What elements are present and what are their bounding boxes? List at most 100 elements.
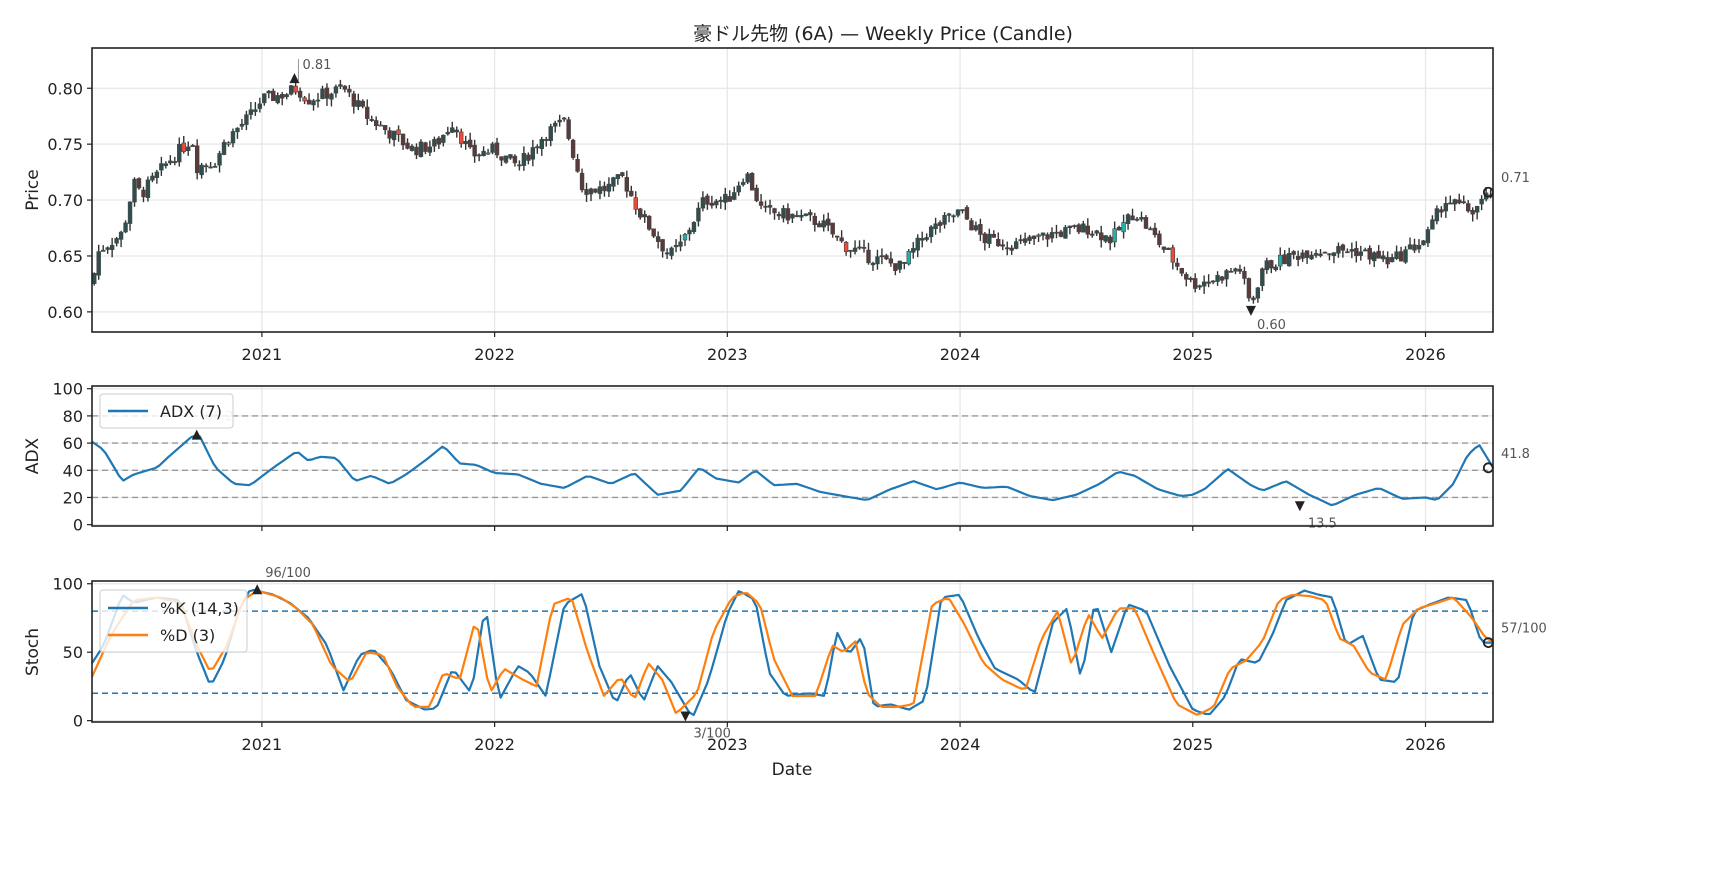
candle-body [1430,219,1435,230]
candle-body [638,208,643,218]
candle-body [1152,227,1158,236]
candle-body [168,160,173,164]
candle-body [1215,275,1220,282]
candle-body [1143,217,1149,229]
candle-body [745,173,750,183]
stoch-lines [90,588,1494,716]
candle-body [758,201,764,206]
candle-body [436,137,442,145]
candle-body [186,146,191,151]
candle-body [942,215,947,225]
candle-body [982,233,988,244]
candle-body [973,225,979,231]
candle-body [467,139,473,148]
candle-body [1063,227,1068,239]
candle-body [718,199,724,202]
candle-body [373,120,379,126]
last-annotation-label: 57/100 [1501,622,1547,637]
candle-body [293,85,298,93]
candle-body [333,86,339,94]
candle-body [969,220,974,231]
candle-body [588,188,594,195]
candle-body [1018,239,1023,242]
max-marker-triangle-icon [289,73,300,84]
max-annotation-bg [261,564,314,581]
y-tick-label: 50 [63,643,83,662]
candle-body [852,247,858,252]
candle-body [763,205,768,208]
candle-body [512,155,518,164]
candle-body [1394,251,1399,259]
candle-body [311,100,316,106]
candle-body [875,256,880,265]
candle-body [1031,235,1037,239]
candle-body [297,90,303,98]
candle-body [1027,236,1032,241]
candle-body [105,247,110,250]
price-candles [92,79,1493,304]
candle-body [1228,270,1234,273]
candle-body [1179,268,1184,274]
candle-body [602,185,607,192]
candle-body [1000,244,1005,247]
adx-grid [92,386,1493,526]
y-tick-label: 0.60 [47,303,83,322]
candle-body [1166,247,1171,250]
candle-body [365,106,370,119]
candle-body [445,131,450,135]
candle-body [1269,260,1274,269]
candle-body [700,197,706,209]
candle-body [861,246,867,249]
candle-body [937,222,943,226]
candle-body [1058,231,1064,237]
candle-body [1403,249,1408,263]
candle-body [342,85,348,90]
price-axes-frame [91,47,1494,333]
candle-body [566,119,571,139]
candle-body [915,237,920,251]
candle-body [271,90,276,102]
candle-body [409,145,415,151]
min-annotation-label: 3/100 [693,727,730,742]
candle-body [217,153,222,166]
candle-body [1260,268,1265,286]
min-marker-triangle-icon [1245,305,1256,316]
candle-body [338,84,343,87]
candle-body [405,142,410,149]
candle-body [253,109,258,112]
candle-body [499,156,504,161]
candle-body [678,241,683,247]
candle-body [1005,247,1010,250]
candle-body [597,186,603,194]
candle-body [1282,254,1287,265]
candle-body [611,177,616,187]
candle-body [347,88,352,93]
candle-body [664,252,670,255]
candle-body [620,172,625,176]
candle-body [727,196,732,202]
candle-body [682,234,688,241]
candle-body [955,209,961,216]
max-marker-triangle-icon [252,584,263,595]
candle-body [1425,229,1431,244]
x-tick-label: 2021 [242,345,283,364]
candle-body [646,215,652,230]
candle-body [834,235,840,238]
candle-body [557,119,562,123]
candle-body [396,129,401,135]
candle-body [928,226,934,238]
candle-body [194,145,200,174]
stoch-x-ticks: 2021 2022 2023 2024 2025 2026 [242,722,1446,754]
candle-body [418,141,424,158]
candle-body [476,154,482,157]
candle-body [521,152,527,166]
candle-body [1072,225,1077,228]
candle-body [691,221,697,233]
candle-body [987,233,992,244]
adx-x-ticks [261,526,1427,531]
candle-body [1470,210,1475,215]
candle-body [817,223,822,228]
candle-body [1322,251,1328,254]
candle-body [767,205,773,208]
